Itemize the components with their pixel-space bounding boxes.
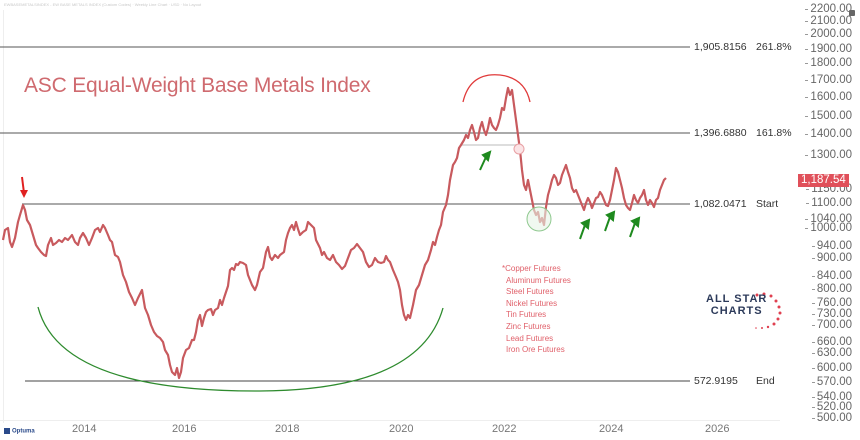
y-tick: 1700.00 xyxy=(805,74,852,86)
legend-item: Tin Futures xyxy=(506,310,547,320)
y-tick: 700.00 xyxy=(811,319,852,331)
y-tick: 600.00 xyxy=(811,362,852,374)
fib-tag-261: 261.8% xyxy=(756,41,792,53)
fib-tag-end: End xyxy=(756,375,775,387)
legend-item: Aluminum Futures xyxy=(506,275,571,285)
components-legend: *Copper Futures Aluminum Futures Steel F… xyxy=(502,263,571,356)
arrow-down-icon xyxy=(20,176,28,198)
all-star-charts-logo: ALL STAR CHARTS xyxy=(700,290,780,330)
arrow-up-icon xyxy=(479,150,641,240)
y-tick: 1300.00 xyxy=(805,149,852,161)
optuma-icon xyxy=(4,428,10,434)
fib-tag-start: Start xyxy=(756,198,779,210)
y-tick: 1800.00 xyxy=(805,57,852,69)
y-tick: 840.00 xyxy=(811,270,852,282)
x-tick: 2018 xyxy=(275,423,300,435)
optuma-brand: Optuma xyxy=(4,428,35,435)
chart-title: ASC Equal-Weight Base Metals Index xyxy=(24,74,371,97)
legend-item: Iron Ore Futures xyxy=(506,345,565,355)
legend-item: *Copper Futures xyxy=(502,264,561,273)
y-tick: 660.00 xyxy=(811,336,852,348)
logo-line1: ALL STAR xyxy=(706,293,768,305)
y-tick: 900.00 xyxy=(811,252,852,264)
window-title: EWBASEMETALSINDEX - EW BASE METALS INDEX… xyxy=(4,2,202,7)
fib-value-start: 1,082.0471 xyxy=(694,198,747,210)
breakdown-circle xyxy=(513,143,525,155)
fib-value-261: 1,905.8156 xyxy=(694,41,747,53)
chart-area[interactable] xyxy=(3,10,780,423)
x-tick: 2014 xyxy=(72,423,97,435)
legend-item: Lead Futures xyxy=(506,333,554,343)
y-tick: 1100.00 xyxy=(806,197,852,209)
rounding-top-arc xyxy=(462,74,531,103)
legend-item: Steel Futures xyxy=(506,287,554,297)
x-tick: 2024 xyxy=(599,423,624,435)
y-tick: 2200.00 xyxy=(805,3,852,15)
y-tick: 760.00 xyxy=(811,297,852,309)
x-tick: 2022 xyxy=(492,423,517,435)
logo-line2: CHARTS xyxy=(710,305,763,317)
legend-item: Zinc Futures xyxy=(506,321,551,331)
y-tick: 1040.00 xyxy=(805,213,852,225)
current-price-tag: 1,187.54 xyxy=(798,174,849,187)
y-tick: 730.00 xyxy=(811,308,852,320)
y-tick: 800.00 xyxy=(811,283,852,295)
y-tick: 1500.00 xyxy=(805,110,852,122)
y-tick: 500.00 xyxy=(811,412,852,424)
x-tick: 2026 xyxy=(705,423,730,435)
y-tick: 520.00 xyxy=(811,401,852,413)
y-tick: 1900.00 xyxy=(805,43,852,55)
x-tick: 2016 xyxy=(172,423,197,435)
low-circle xyxy=(526,206,552,232)
price-line xyxy=(1,86,667,380)
fib-value-161: 1,396.6880 xyxy=(694,127,747,139)
y-tick: 1000.00 xyxy=(805,222,852,234)
lock-icon[interactable] xyxy=(849,10,855,16)
y-tick: 630.00 xyxy=(811,347,852,359)
fib-value-end: 572.9195 xyxy=(694,375,738,387)
x-tick: 2020 xyxy=(389,423,414,435)
legend-item: Nickel Futures xyxy=(506,298,558,308)
fib-tag-161: 161.8% xyxy=(756,127,792,139)
y-tick: 940.00 xyxy=(811,240,852,252)
y-tick: 540.00 xyxy=(811,391,852,403)
y-tick: 570.00 xyxy=(811,376,852,388)
logo-star-ring xyxy=(755,292,782,329)
y-tick: 2100.00 xyxy=(805,15,852,27)
y-tick: 1400.00 xyxy=(805,128,852,140)
y-tick: 2000.00 xyxy=(805,28,852,40)
rounding-bottom-arc xyxy=(37,306,444,392)
y-tick: 1600.00 xyxy=(805,91,852,103)
x-axis-line xyxy=(0,420,780,421)
